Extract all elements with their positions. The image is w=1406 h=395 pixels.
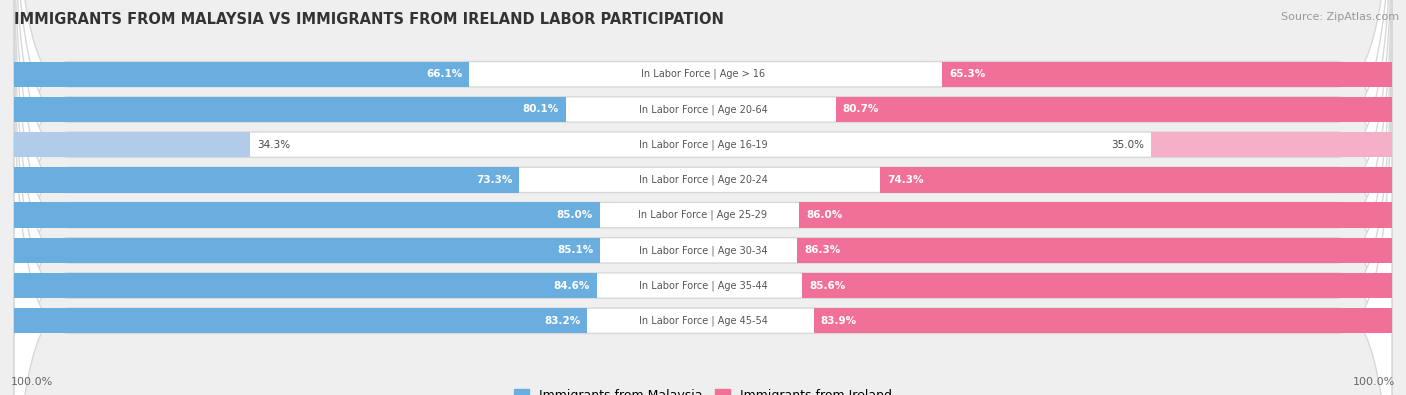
Text: Source: ZipAtlas.com: Source: ZipAtlas.com <box>1281 12 1399 22</box>
Text: 86.3%: 86.3% <box>804 245 841 255</box>
Bar <box>837 97 1392 122</box>
Text: In Labor Force | Age 20-64: In Labor Force | Age 20-64 <box>638 104 768 115</box>
FancyBboxPatch shape <box>14 0 1392 343</box>
Text: 100.0%: 100.0% <box>11 377 53 387</box>
Text: IMMIGRANTS FROM MALAYSIA VS IMMIGRANTS FROM IRELAND LABOR PARTICIPATION: IMMIGRANTS FROM MALAYSIA VS IMMIGRANTS F… <box>14 12 724 27</box>
Text: In Labor Force | Age 45-54: In Labor Force | Age 45-54 <box>638 316 768 326</box>
Text: In Labor Force | Age > 16: In Labor Force | Age > 16 <box>641 69 765 79</box>
FancyBboxPatch shape <box>14 0 1392 395</box>
Bar <box>14 238 600 263</box>
Text: 83.2%: 83.2% <box>544 316 581 326</box>
Text: 66.1%: 66.1% <box>426 69 463 79</box>
Text: 34.3%: 34.3% <box>257 140 291 150</box>
Bar <box>814 308 1392 333</box>
Bar <box>14 202 599 228</box>
Bar <box>14 308 588 333</box>
Text: In Labor Force | Age 20-24: In Labor Force | Age 20-24 <box>638 175 768 185</box>
Bar <box>14 167 519 193</box>
Text: In Labor Force | Age 25-29: In Labor Force | Age 25-29 <box>638 210 768 220</box>
FancyBboxPatch shape <box>14 52 1392 395</box>
FancyBboxPatch shape <box>14 0 1392 395</box>
FancyBboxPatch shape <box>14 0 1392 395</box>
Text: 65.3%: 65.3% <box>949 69 986 79</box>
Text: 85.6%: 85.6% <box>808 280 845 291</box>
Text: In Labor Force | Age 35-44: In Labor Force | Age 35-44 <box>638 280 768 291</box>
Bar <box>880 167 1392 193</box>
Text: In Labor Force | Age 30-34: In Labor Force | Age 30-34 <box>638 245 768 256</box>
Bar <box>14 62 470 87</box>
Bar <box>803 273 1392 298</box>
FancyBboxPatch shape <box>14 0 1392 378</box>
Text: 73.3%: 73.3% <box>475 175 512 185</box>
Text: 80.1%: 80.1% <box>523 104 560 115</box>
Bar <box>942 62 1392 87</box>
Bar <box>797 238 1392 263</box>
FancyBboxPatch shape <box>14 17 1392 395</box>
Text: 85.1%: 85.1% <box>557 245 593 255</box>
Bar <box>1152 132 1392 157</box>
Text: 35.0%: 35.0% <box>1111 140 1144 150</box>
Legend: Immigrants from Malaysia, Immigrants from Ireland: Immigrants from Malaysia, Immigrants fro… <box>515 389 891 395</box>
Bar <box>14 273 598 298</box>
Text: 80.7%: 80.7% <box>842 104 879 115</box>
Text: 84.6%: 84.6% <box>554 280 591 291</box>
Bar <box>800 202 1392 228</box>
Bar <box>14 132 250 157</box>
Bar <box>14 97 565 122</box>
Text: 83.9%: 83.9% <box>821 316 856 326</box>
Text: 74.3%: 74.3% <box>887 175 924 185</box>
FancyBboxPatch shape <box>14 0 1392 395</box>
Text: 85.0%: 85.0% <box>557 210 593 220</box>
Text: In Labor Force | Age 16-19: In Labor Force | Age 16-19 <box>638 139 768 150</box>
Text: 86.0%: 86.0% <box>807 210 842 220</box>
Text: 100.0%: 100.0% <box>1353 377 1395 387</box>
